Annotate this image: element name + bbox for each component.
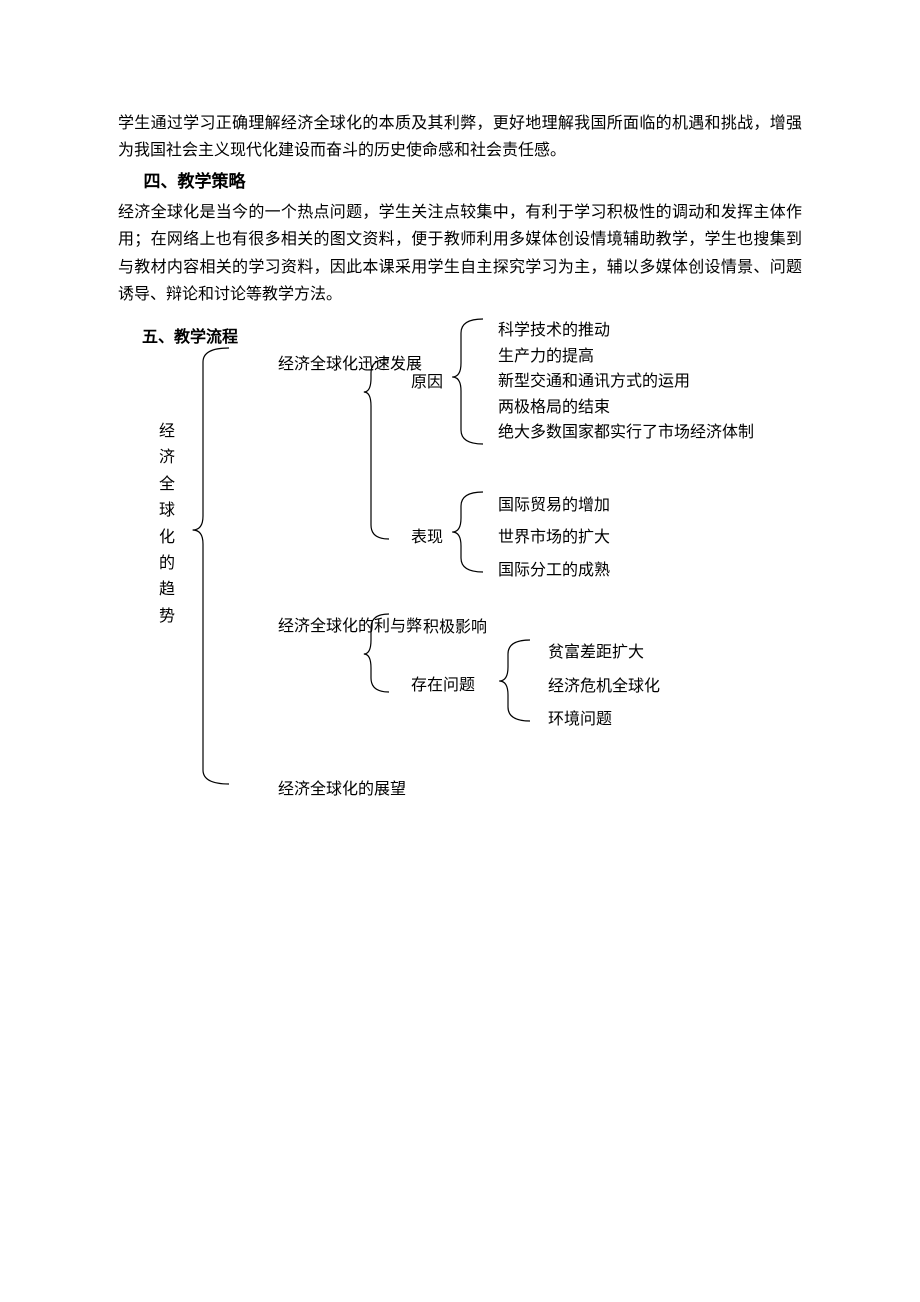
tree-cunzai-leaf: 经济危机全球化 bbox=[548, 673, 660, 700]
tree-biaoxian-leaf: 国际贸易的增加 bbox=[498, 492, 610, 519]
paragraph-intro: 学生通过学习正确理解经济全球化的本质及其利弊，更好地理解我国所面临的机遇和挑战，… bbox=[118, 110, 802, 164]
tree-sub-jiji-label: 积极影响 bbox=[423, 614, 487, 641]
tree-yuanyin-leaves-block: 科学技术的推动生产力的提高新型交通和通讯方式的运用两极格局的结束绝大多数国家都实… bbox=[498, 318, 798, 446]
tree-sub-yuanyin-label: 原因 bbox=[411, 369, 443, 396]
tree-diagram: 五、教学流程 经 济 全 球 化 的 趋 势 经济全球化迅速发展 经济全球化的利… bbox=[118, 314, 818, 824]
tree-branch3-label: 经济全球化的展望 bbox=[278, 776, 406, 803]
tree-sub-biaoxian-label: 表现 bbox=[411, 524, 443, 551]
tree-branch1-label: 经济全球化迅速发展 bbox=[278, 352, 356, 378]
heading-4: 四、教学策略 bbox=[118, 168, 802, 197]
tree-cunzai-leaf: 贫富差距扩大 bbox=[548, 639, 644, 666]
paragraph-strategy: 经济全球化是当今的一个热点问题，学生关注点较集中，有利于学习积极性的调动和发挥主… bbox=[118, 199, 802, 308]
tree-biaoxian-leaf: 世界市场的扩大 bbox=[498, 524, 610, 551]
tree-sub-cunzai-label: 存在问题 bbox=[411, 672, 475, 699]
tree-biaoxian-leaf: 国际分工的成熟 bbox=[498, 557, 610, 584]
tree-branch2-label: 经济全球化的利与弊 bbox=[278, 614, 356, 640]
tree-cunzai-leaf: 环境问题 bbox=[548, 706, 612, 733]
tree-root-label: 经 济 全 球 化 的 趋 势 bbox=[158, 419, 176, 630]
